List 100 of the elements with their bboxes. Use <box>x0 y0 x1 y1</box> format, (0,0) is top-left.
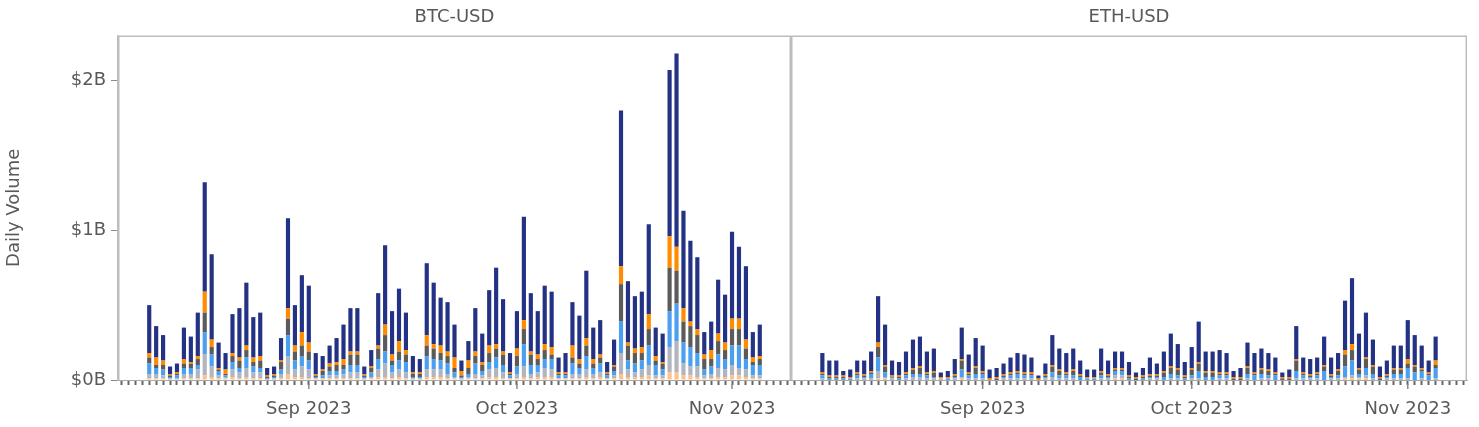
bar <box>612 339 617 366</box>
bar <box>729 345 735 366</box>
bar <box>494 348 499 358</box>
bar <box>820 353 825 373</box>
bar <box>1356 333 1362 369</box>
bar <box>376 293 381 346</box>
bar <box>876 357 881 372</box>
bar <box>736 318 742 330</box>
bar <box>341 324 346 360</box>
bar <box>688 347 693 367</box>
bar <box>605 362 610 373</box>
bar <box>723 369 728 378</box>
bar <box>584 270 589 339</box>
bar <box>438 360 443 370</box>
bar <box>1322 336 1327 366</box>
bar <box>216 342 221 369</box>
bar <box>667 236 672 268</box>
bar <box>195 369 200 379</box>
bar <box>994 368 999 378</box>
bar <box>500 372 506 379</box>
bar <box>917 336 923 367</box>
x-tick-label: Sep 2023 <box>266 397 352 419</box>
bar <box>980 374 985 379</box>
y-tick-label: $2B <box>70 68 106 90</box>
bar <box>188 368 193 375</box>
bar <box>681 363 686 376</box>
bar <box>355 372 360 379</box>
bar <box>251 317 256 358</box>
bar <box>869 374 874 379</box>
bar <box>535 359 540 366</box>
bar <box>729 375 735 380</box>
bar <box>1210 377 1215 380</box>
bar <box>514 374 520 379</box>
bar <box>653 365 658 376</box>
bar <box>1147 357 1152 375</box>
bar <box>500 351 506 355</box>
bar <box>1119 351 1125 369</box>
bar <box>1252 353 1257 373</box>
bar <box>452 368 457 373</box>
bar <box>514 311 520 349</box>
bar <box>306 360 311 370</box>
bar <box>396 288 402 342</box>
bar <box>1050 366 1055 373</box>
bar <box>285 374 291 380</box>
bar <box>216 371 221 376</box>
bar <box>1405 359 1410 364</box>
bar <box>1384 360 1389 375</box>
bar <box>743 377 748 380</box>
bar <box>258 356 263 361</box>
bar <box>202 375 207 380</box>
bar <box>618 284 624 322</box>
bar <box>528 374 533 379</box>
bar <box>369 368 374 373</box>
bar <box>570 374 575 379</box>
bar <box>1085 369 1090 378</box>
bar <box>952 359 957 375</box>
bar <box>729 365 735 376</box>
bar <box>327 345 332 364</box>
bar <box>1273 357 1278 373</box>
bar <box>667 70 672 237</box>
bar <box>639 347 644 354</box>
bar <box>889 360 895 376</box>
bar <box>327 371 332 376</box>
bar <box>494 368 499 378</box>
bar <box>1245 368 1250 375</box>
bar <box>535 311 540 355</box>
bar <box>674 270 679 304</box>
bar <box>292 351 297 361</box>
bar <box>653 327 658 357</box>
bar <box>542 350 547 360</box>
bar <box>931 348 936 372</box>
bar <box>403 312 409 351</box>
bar <box>1363 359 1369 369</box>
bar <box>959 327 964 360</box>
bar <box>625 345 631 361</box>
bar <box>334 338 339 363</box>
bar <box>1259 374 1264 379</box>
x-tick-label: Oct 2023 <box>475 397 559 419</box>
bar <box>876 296 881 343</box>
bar <box>306 342 311 352</box>
bar <box>348 365 353 373</box>
bar <box>702 359 707 370</box>
bar <box>431 282 436 345</box>
bar <box>237 372 242 379</box>
bar <box>1259 348 1264 369</box>
bar <box>285 318 291 336</box>
bar <box>1294 371 1299 379</box>
bar <box>195 359 200 366</box>
bar <box>584 345 589 357</box>
bar <box>862 360 867 375</box>
bar <box>514 356 520 367</box>
bar <box>1217 350 1222 373</box>
bar <box>1050 335 1055 366</box>
bar <box>487 377 492 380</box>
bar <box>723 377 728 380</box>
bar <box>494 267 499 345</box>
bar <box>973 374 978 379</box>
y-tick-label: $0B <box>70 367 106 389</box>
bar <box>230 362 235 370</box>
bar <box>292 369 297 378</box>
